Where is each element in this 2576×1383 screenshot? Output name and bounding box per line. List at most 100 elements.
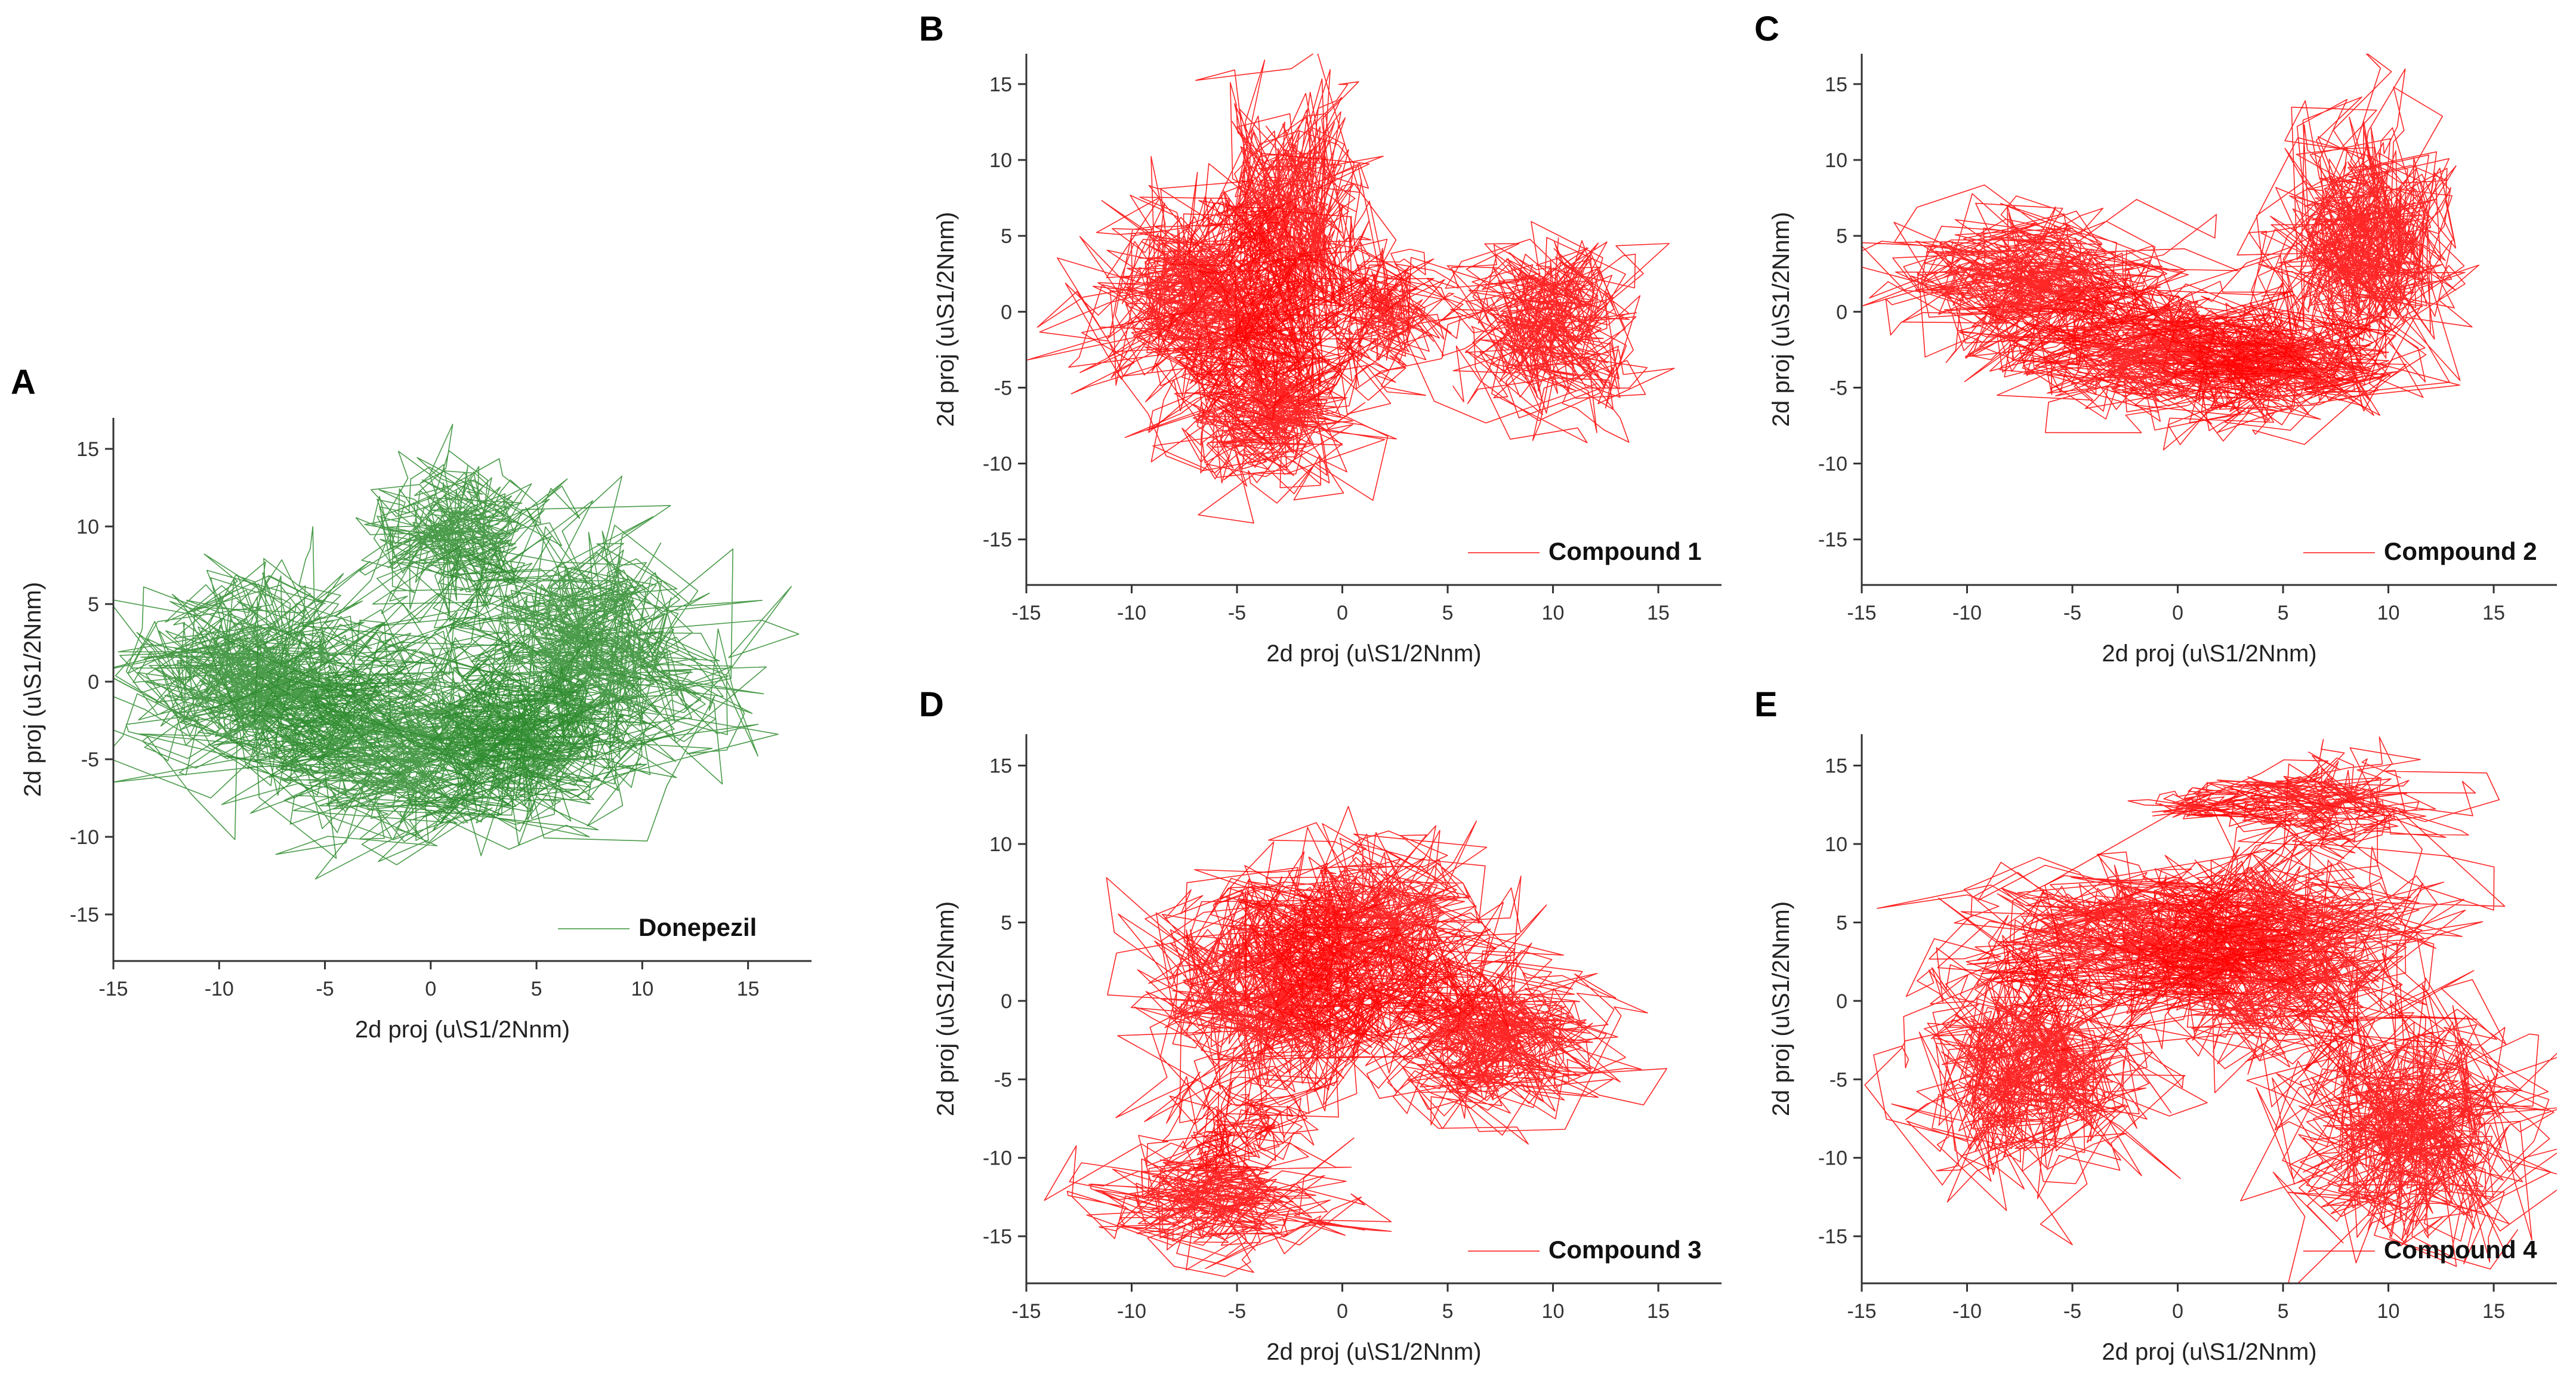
y-tick-label: 5 xyxy=(1836,911,1847,934)
y-tick-label: -15 xyxy=(1818,529,1847,552)
panel-letter: D xyxy=(919,685,944,724)
x-tick-label: -10 xyxy=(1117,1300,1146,1323)
y-tick-label: -15 xyxy=(1818,1225,1847,1248)
series-line-d-cluster-5 xyxy=(1162,1071,1319,1178)
x-tick-label: -5 xyxy=(1228,602,1246,624)
y-axis-label: 2d proj (u\S1/2Nnm) xyxy=(20,582,46,797)
series-trajectory xyxy=(1862,54,2480,451)
y-tick-label: 0 xyxy=(1836,301,1847,324)
legend-label: Compound 3 xyxy=(1548,1236,1702,1264)
series-line-d-cluster-3 xyxy=(1338,887,1668,1145)
x-tick-label: 0 xyxy=(1337,602,1348,624)
series-line-b-cluster-4 xyxy=(1295,215,1464,401)
y-tick-label: -10 xyxy=(1818,453,1847,476)
x-tick-label: -10 xyxy=(1117,602,1146,624)
legend-label: Donepezil xyxy=(638,913,757,941)
y-tick-label: -5 xyxy=(994,1068,1012,1091)
y-tick-label: 10 xyxy=(989,833,1012,856)
x-tick-label: -5 xyxy=(2063,602,2081,624)
y-tick-label: 15 xyxy=(1825,755,1847,778)
series-line-b-cluster-2 xyxy=(1151,54,1418,415)
series-trajectory xyxy=(1044,806,1668,1277)
x-tick-label: 5 xyxy=(2278,1300,2289,1323)
y-tick-label: 0 xyxy=(88,671,99,694)
panel-c: C -15 -10 -5 0 5 10 15 -15 -10 -5 0 5 10 15 2d proj (u\… xyxy=(1754,10,2557,667)
y-tick-label: 5 xyxy=(1001,225,1012,248)
y-tick-label: 15 xyxy=(989,755,1012,778)
x-tick-label: 10 xyxy=(2377,1300,2400,1323)
x-tick-label: -5 xyxy=(1228,1300,1246,1323)
x-tick-label: 0 xyxy=(2172,602,2183,624)
y-tick-label: 10 xyxy=(1825,833,1847,856)
x-tick-label: -10 xyxy=(1952,1300,1982,1323)
x-tick-label: 0 xyxy=(1337,1300,1348,1323)
y-tick-label: -5 xyxy=(1830,1068,1847,1091)
x-axis-label: 2d proj (u\S1/2Nnm) xyxy=(2102,1339,2316,1365)
y-axis-label: 2d proj (u\S1/2Nnm) xyxy=(933,901,959,1116)
y-tick-label: 15 xyxy=(989,73,1012,96)
panel-e: E -15 -10 -5 0 5 10 15 -15 -10 -5 0 5 10 15 2d proj (u\… xyxy=(1754,685,2557,1365)
x-tick-label: -15 xyxy=(1011,602,1041,624)
y-tick-label: 15 xyxy=(1825,73,1847,96)
y-tick-label: 10 xyxy=(1825,149,1847,172)
series-line-e-cluster-1 xyxy=(1864,889,2208,1246)
y-tick-label: -10 xyxy=(70,826,99,849)
x-tick-label: 10 xyxy=(2377,602,2400,624)
x-tick-label: 10 xyxy=(1542,602,1565,624)
y-tick-label: 0 xyxy=(1836,990,1847,1013)
x-tick-label: 10 xyxy=(1542,1300,1565,1323)
y-axis-label: 2d proj (u\S1/2Nnm) xyxy=(933,212,959,427)
legend-label: Compound 4 xyxy=(2384,1236,2537,1264)
series-line-b-cluster-5 xyxy=(1394,221,1675,443)
x-tick-label: -5 xyxy=(316,978,334,1000)
x-tick-label: 0 xyxy=(425,978,436,1000)
panel-letter: B xyxy=(919,10,944,48)
series-trajectory xyxy=(113,423,800,880)
x-tick-label: -10 xyxy=(1952,602,1982,624)
x-tick-label: 15 xyxy=(1647,1300,1670,1323)
x-tick-label: 5 xyxy=(1442,602,1454,624)
legend-label: Compound 1 xyxy=(1548,537,1702,565)
y-tick-label: -15 xyxy=(70,904,99,926)
series-line-a-cluster-2 xyxy=(192,563,613,880)
x-tick-label: 0 xyxy=(2172,1300,2183,1323)
panel-letter: A xyxy=(11,363,36,402)
series-trajectory xyxy=(1864,736,2557,1283)
x-tick-label: -10 xyxy=(205,978,234,1000)
y-tick-label: 15 xyxy=(76,438,99,461)
series-line-e-cluster-2 xyxy=(1877,849,2346,1030)
y-tick-label: 10 xyxy=(76,516,99,538)
x-tick-label: 15 xyxy=(2482,1300,2505,1323)
x-tick-label: -5 xyxy=(2063,1300,2081,1323)
x-tick-label: 15 xyxy=(1647,602,1670,624)
series-line-a-cluster-1 xyxy=(113,526,478,859)
series-line-a-cluster-4 xyxy=(372,475,800,842)
series-line-b-cluster-1 xyxy=(1026,152,1411,446)
y-axis-label: 2d proj (u\S1/2Nnm) xyxy=(1768,212,1794,427)
series-line-e-cluster-6 xyxy=(2127,782,2288,821)
series-line-c-cluster-1 xyxy=(1862,184,2239,393)
x-tick-label: 15 xyxy=(2482,602,2505,624)
series-line-a-cluster-3 xyxy=(335,423,581,643)
series-line-e-cluster-3 xyxy=(2044,763,2506,1108)
x-axis-label: 2d proj (u\S1/2Nnm) xyxy=(355,1017,570,1043)
series-line-c-cluster-3 xyxy=(2127,281,2460,445)
y-tick-label: -10 xyxy=(1818,1147,1847,1170)
panel-d: D -15 -10 -5 0 5 10 15 -15 -10 -5 0 5 10 15 2d proj (u\… xyxy=(919,685,1722,1365)
x-axis-label: 2d proj (u\S1/2Nnm) xyxy=(1266,1339,1481,1365)
y-axis-label: 2d proj (u\S1/2Nnm) xyxy=(1768,901,1794,1116)
y-tick-label: -5 xyxy=(81,749,99,771)
x-tick-label: 5 xyxy=(2278,602,2289,624)
series-line-c-cluster-4 xyxy=(2201,54,2480,412)
x-tick-label: -15 xyxy=(1847,1300,1876,1323)
panel-letter: E xyxy=(1754,685,1778,724)
panel-b: B -15 -10 -5 0 5 10 15 -15 -10 -5 0 5 10 15 2d proj (u\… xyxy=(919,10,1722,667)
x-tick-label: 5 xyxy=(1442,1300,1454,1323)
x-axis-label: 2d proj (u\S1/2Nnm) xyxy=(1266,640,1481,667)
legend-label: Compound 2 xyxy=(2384,537,2537,565)
x-tick-label: -15 xyxy=(1011,1300,1041,1323)
x-tick-label: -15 xyxy=(1847,602,1876,624)
y-tick-label: 5 xyxy=(1001,911,1012,934)
x-tick-label: 5 xyxy=(531,978,542,1000)
